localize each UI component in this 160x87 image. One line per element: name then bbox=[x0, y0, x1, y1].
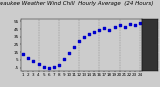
Text: Milwaukee Weather Wind Chill  Hourly Average  (24 Hours): Milwaukee Weather Wind Chill Hourly Aver… bbox=[0, 1, 153, 6]
Point bbox=[103, 28, 106, 29]
Point bbox=[27, 57, 30, 58]
Point bbox=[98, 29, 101, 31]
Point bbox=[108, 29, 111, 31]
Point bbox=[63, 58, 65, 60]
Point bbox=[47, 67, 50, 68]
Point bbox=[139, 22, 141, 24]
Point bbox=[37, 64, 40, 65]
Point bbox=[78, 40, 80, 41]
Point bbox=[93, 31, 96, 33]
Point bbox=[123, 26, 126, 27]
Point bbox=[22, 54, 25, 55]
Point bbox=[83, 36, 85, 37]
Point bbox=[73, 46, 75, 48]
Point bbox=[58, 64, 60, 66]
Point bbox=[68, 52, 70, 54]
Point bbox=[118, 25, 121, 26]
Point bbox=[52, 66, 55, 67]
Point bbox=[42, 66, 45, 67]
Point bbox=[32, 60, 35, 61]
Point bbox=[113, 26, 116, 27]
Point bbox=[134, 25, 136, 26]
Point bbox=[128, 23, 131, 24]
Point bbox=[88, 34, 91, 35]
